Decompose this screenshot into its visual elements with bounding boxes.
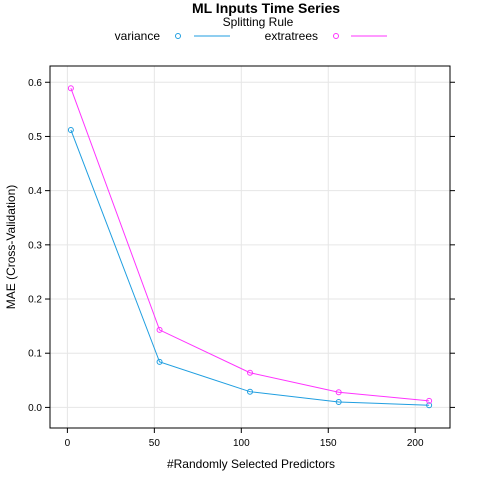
data-point-variance — [156, 358, 163, 365]
y-axis: 0.0 0.1 0.2 0.3 0.4 0.5 0.6 — [28, 78, 455, 414]
y-axis-label: MAE (Cross-Validation) — [4, 185, 18, 309]
x-tick-label: 0 — [65, 438, 71, 449]
data-point-variance — [67, 126, 74, 133]
plot-frame — [49, 65, 451, 429]
y-tick-label: 0.5 — [28, 132, 42, 143]
legend-marker-extratrees — [333, 33, 339, 39]
y-tick-label: 0.6 — [28, 78, 42, 89]
data-point-extratrees — [247, 369, 253, 376]
series-line-extratrees — [70, 88, 430, 402]
legend-label-variance: variance — [115, 29, 161, 43]
series-line-variance — [70, 129, 430, 406]
x-tick-label: 100 — [233, 438, 250, 449]
plot-area — [67, 85, 433, 409]
y-tick-label: 0.3 — [28, 240, 42, 251]
y-tick-label: 0.2 — [28, 295, 42, 306]
legend: variance extratrees — [115, 29, 387, 43]
legend-marker-variance — [175, 33, 181, 39]
y-tick-label: 0.4 — [28, 186, 42, 197]
grid — [50, 66, 450, 428]
legend-title: Splitting Rule — [223, 15, 294, 29]
data-point-variance — [247, 388, 253, 395]
data-point-variance — [426, 402, 433, 409]
data-point-extratrees — [67, 85, 74, 92]
chart-title: ML Inputs Time Series — [192, 0, 340, 16]
data-point-variance — [335, 398, 342, 405]
y-tick-label: 0.0 — [28, 403, 42, 414]
legend-label-extratrees: extratrees — [265, 29, 318, 43]
x-tick-label: 200 — [407, 438, 424, 449]
x-axis-label: #Randomly Selected Predictors — [167, 457, 335, 471]
y-tick-label: 0.1 — [28, 349, 42, 360]
x-tick-label: 50 — [149, 438, 161, 449]
data-point-extratrees — [156, 326, 163, 333]
x-axis: 0 50 100 150 200 — [65, 428, 424, 449]
data-point-extratrees — [426, 397, 433, 404]
data-point-extratrees — [335, 389, 342, 396]
x-tick-label: 150 — [320, 438, 337, 449]
